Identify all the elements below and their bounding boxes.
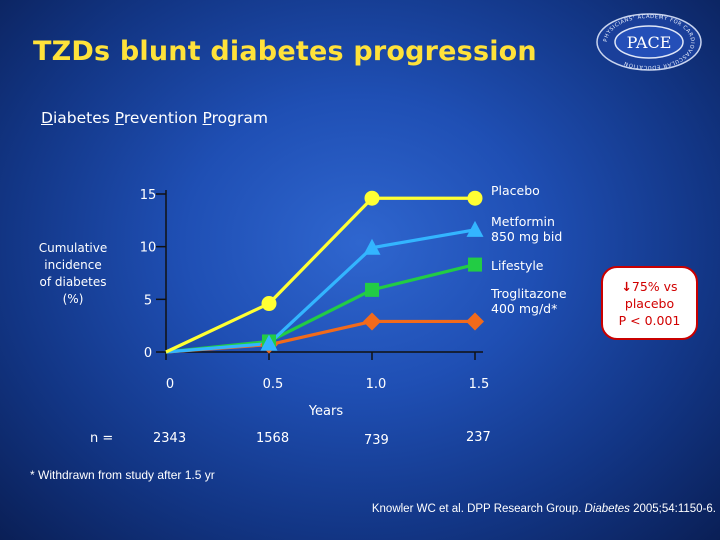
y-axis-label-line: (%) — [62, 292, 84, 306]
callout-line: P < 0.001 — [618, 313, 681, 328]
y-axis-label-line: incidence — [44, 258, 102, 272]
data-point-circle — [467, 190, 483, 206]
series-label: Lifestyle — [491, 258, 544, 273]
slide-title: TZDs blunt diabetes progression — [33, 36, 537, 67]
y-axis-label-line: Cumulative — [38, 241, 108, 255]
data-point-triangle — [466, 220, 484, 237]
logo-text: PACE — [627, 33, 672, 52]
n-value: 2343 — [153, 431, 187, 446]
citation-journal: Diabetes — [584, 503, 630, 515]
n-label: n = — [90, 431, 114, 446]
y-tick-label: 10 — [140, 241, 157, 256]
subtitle-letter-p1: P — [114, 109, 124, 127]
data-point-triangle — [260, 334, 278, 351]
series-line — [165, 263, 476, 354]
data-point-square — [468, 257, 482, 272]
pace-logo: PHYSICIANS' ACADEMY FOR CARDIOVASCULAR E… — [596, 13, 702, 71]
x-tick-label: 1.0 — [366, 377, 387, 392]
y-axis-label: Cumulative incidence of diabetes (%) — [26, 240, 120, 308]
series-label: Troglitazone — [490, 286, 567, 301]
n-value: 237 — [466, 430, 491, 445]
data-point-triangle — [363, 238, 381, 255]
series-label: 400 mg/d* — [491, 301, 557, 316]
subtitle-word-prevention: revention — [123, 109, 203, 127]
subtitle-word-program: rogram — [211, 109, 268, 127]
subtitle-letter-d: D — [41, 109, 53, 127]
data-point-circle — [364, 190, 380, 206]
data-point-circle — [261, 296, 277, 312]
citation: Knowler WC et al. DPP Research Group. Di… — [372, 503, 716, 515]
data-point-diamond — [363, 312, 381, 331]
x-tick-label: 1.5 — [469, 377, 490, 392]
citation-prefix: Knowler WC et al. DPP Research Group. — [371, 503, 585, 515]
y-tick-label: 0 — [144, 346, 152, 361]
series-line — [165, 228, 476, 354]
callout-line: 75% vs — [631, 279, 678, 294]
y-tick-label: 5 — [144, 293, 152, 308]
x-tick-label: 0 — [166, 377, 174, 392]
citation-suffix: 2005;54:1150-6. — [629, 503, 716, 515]
x-axis-title: Years — [308, 404, 344, 419]
slide-subtitle: Diabetes Prevention Program — [41, 109, 268, 127]
subtitle-letter-p2: P — [202, 109, 212, 127]
y-axis-label-line: of diabetes — [39, 275, 107, 289]
n-value: 739 — [364, 433, 389, 448]
subtitle-word-diabetes: iabetes — [52, 109, 115, 127]
series-line — [165, 196, 475, 354]
series-label: Placebo — [491, 183, 540, 198]
footnote: * Withdrawn from study after 1.5 yr — [30, 468, 215, 482]
data-point-square — [365, 282, 379, 297]
down-arrow-icon: ↓ — [621, 279, 632, 294]
series-label: 850 mg bid — [491, 229, 562, 244]
data-point-diamond — [466, 312, 484, 331]
x-tick-label: 0.5 — [263, 377, 284, 392]
series-label: Metformin — [491, 214, 555, 229]
callout-line: placebo — [624, 296, 675, 311]
n-value: 1568 — [256, 431, 290, 446]
significance-callout: ↓75% vs placebo P < 0.001 — [601, 266, 698, 340]
y-tick-label: 15 — [140, 188, 157, 203]
